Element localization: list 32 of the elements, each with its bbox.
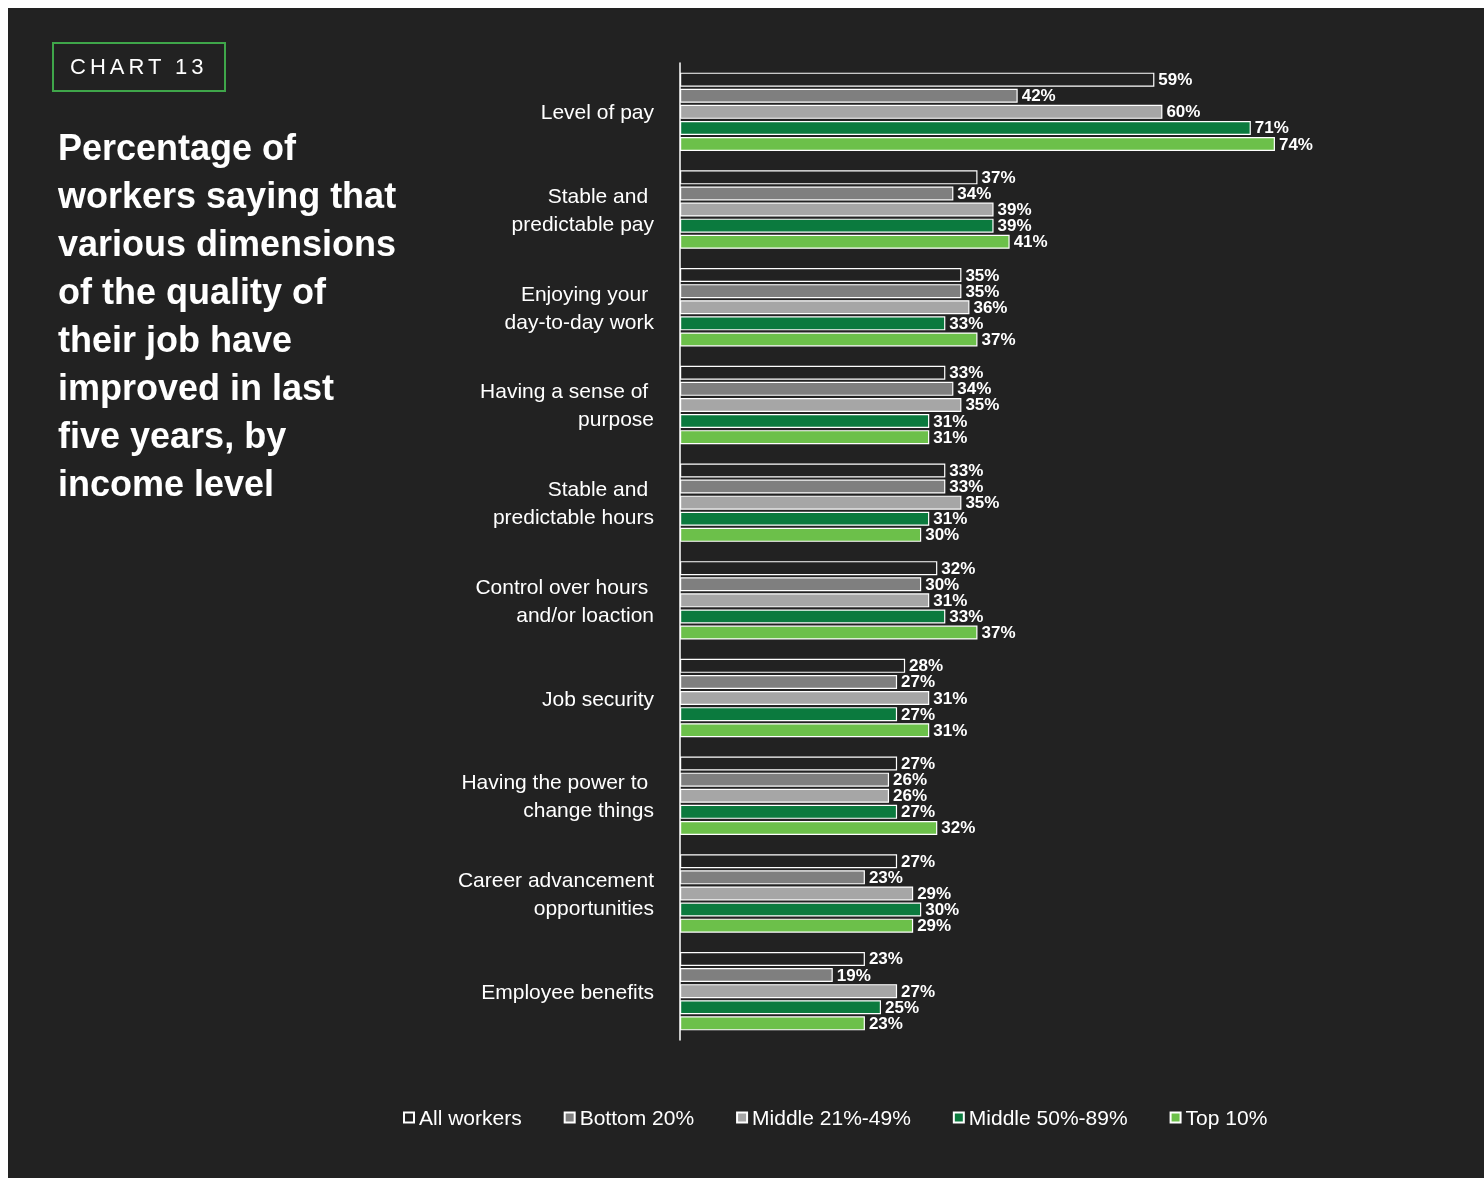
legend-label: Bottom 20% [579,1106,695,1129]
y-tick-label: Employee benefits [481,979,654,1003]
data-label: 23% [868,867,903,887]
data-label: 29% [917,883,952,903]
y-tick-label: Control over hours and/or loaction [475,574,654,626]
legend-label: Middle 50%-89% [968,1106,1128,1129]
data-label: 33% [949,460,984,480]
legend-label: Middle 21%-49% [752,1106,911,1129]
data-label: 23% [868,949,903,969]
data-label: 42% [1021,86,1056,106]
y-tick-label: Having a sense of purpose [480,379,654,431]
data-label: 59% [1158,70,1193,90]
legend-label: All workers [419,1106,522,1129]
data-label: 31% [933,688,968,708]
y-tick-label: Job security [541,686,655,710]
legend-label: Top 10% [1185,1106,1268,1129]
data-label: 19% [836,965,871,985]
caption: CHART 13 [52,42,226,92]
data-label: 37% [981,329,1016,349]
data-label: 27% [901,851,936,871]
y-tick-label: Career advancement opportunities [457,867,655,919]
y-tick-label: Level of pay [540,100,655,124]
text: Percentage of workers saying that various dimensions of the quality of their job have improved in last five years, by income level [58,126,398,506]
y-tick-label: Enjoying your day-to-day work [504,281,655,333]
data-label: 37% [981,623,1016,643]
data-label: 31% [933,720,968,740]
data-label: 60% [1166,102,1201,122]
data-label: 32% [941,818,976,838]
y-tick-label: Having the power to change things [461,770,654,822]
y-tick-label: Stable and predictable hours [492,477,654,529]
data-label: 27% [901,704,936,724]
y-tick-label: Stable and predictable pay [511,184,655,236]
